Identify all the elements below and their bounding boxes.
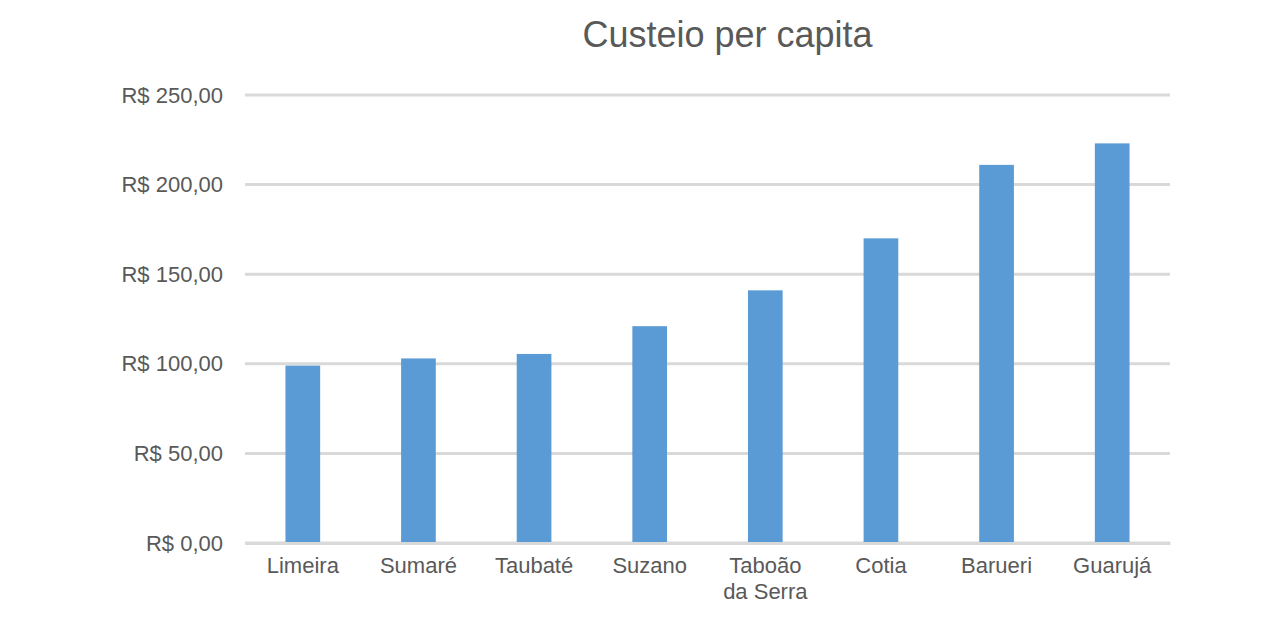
y-tick-label: R$ 50,00 [134,441,223,466]
y-tick-label: R$ 0,00 [146,531,223,556]
y-tick-label: R$ 100,00 [121,351,223,376]
x-tick-label: Sumaré [380,553,457,578]
y-tick: R$ 150,00 [121,262,245,287]
x-tick: Barueri [961,543,1032,578]
grid-line [245,183,1170,186]
bar [1095,143,1130,543]
grid-line [245,362,1170,365]
bar [979,165,1014,543]
y-tick-label: R$ 200,00 [121,172,223,197]
bar [401,358,436,543]
grid-line [245,273,1170,276]
y-axis: R$ 0,00 R$ 50,00 R$ 100,00 R$ 150,00 R$ 200,… [121,83,245,556]
y-tick: R$ 100,00 [121,351,245,376]
y-tick: R$ 200,00 [121,172,245,197]
x-tick-label: Cotia [855,553,907,578]
y-tick-label: R$ 150,00 [121,262,223,287]
x-tick: Guarujá [1073,543,1152,578]
x-tick: Cotia [855,543,907,578]
bar [517,354,552,543]
grid-line [245,452,1170,455]
y-tick: R$ 50,00 [134,441,245,466]
y-tick: R$ 250,00 [121,83,245,108]
x-axis-line [246,542,1171,545]
bar [748,290,783,543]
bar [864,238,899,543]
title: Custeio per capita [582,14,873,55]
x-tick-label: Guarujá [1073,553,1152,578]
x-tick-label: Suzano [612,553,687,578]
x-tick-label: Limeira [267,553,340,578]
x-tick-label: Taubaté [495,553,573,578]
x-tick: Taboãoda Serra [723,543,808,604]
x-tick: Limeira [267,543,340,578]
x-tick: Sumaré [380,543,457,578]
bar [285,366,320,543]
x-tick-label: Barueri [961,553,1032,578]
grid [245,95,1170,543]
x-axis: Limeira Sumaré Taubaté Suzano Taboãoda Serra… [246,543,1171,604]
bar [632,326,667,543]
x-tick: Suzano [612,543,687,578]
bars [285,143,1129,543]
y-tick: R$ 0,00 [146,531,245,556]
y-axis-line [245,96,246,544]
x-tick: Taubaté [495,543,573,578]
grid-line [245,94,1170,97]
x-tick-label: Taboãoda Serra [723,553,808,604]
grid-line [245,542,1170,545]
y-tick-label: R$ 250,00 [121,83,223,108]
chart: Custeio per capita R$ 0,00 R$ 50,00 R$ 100,… [0,0,1280,640]
